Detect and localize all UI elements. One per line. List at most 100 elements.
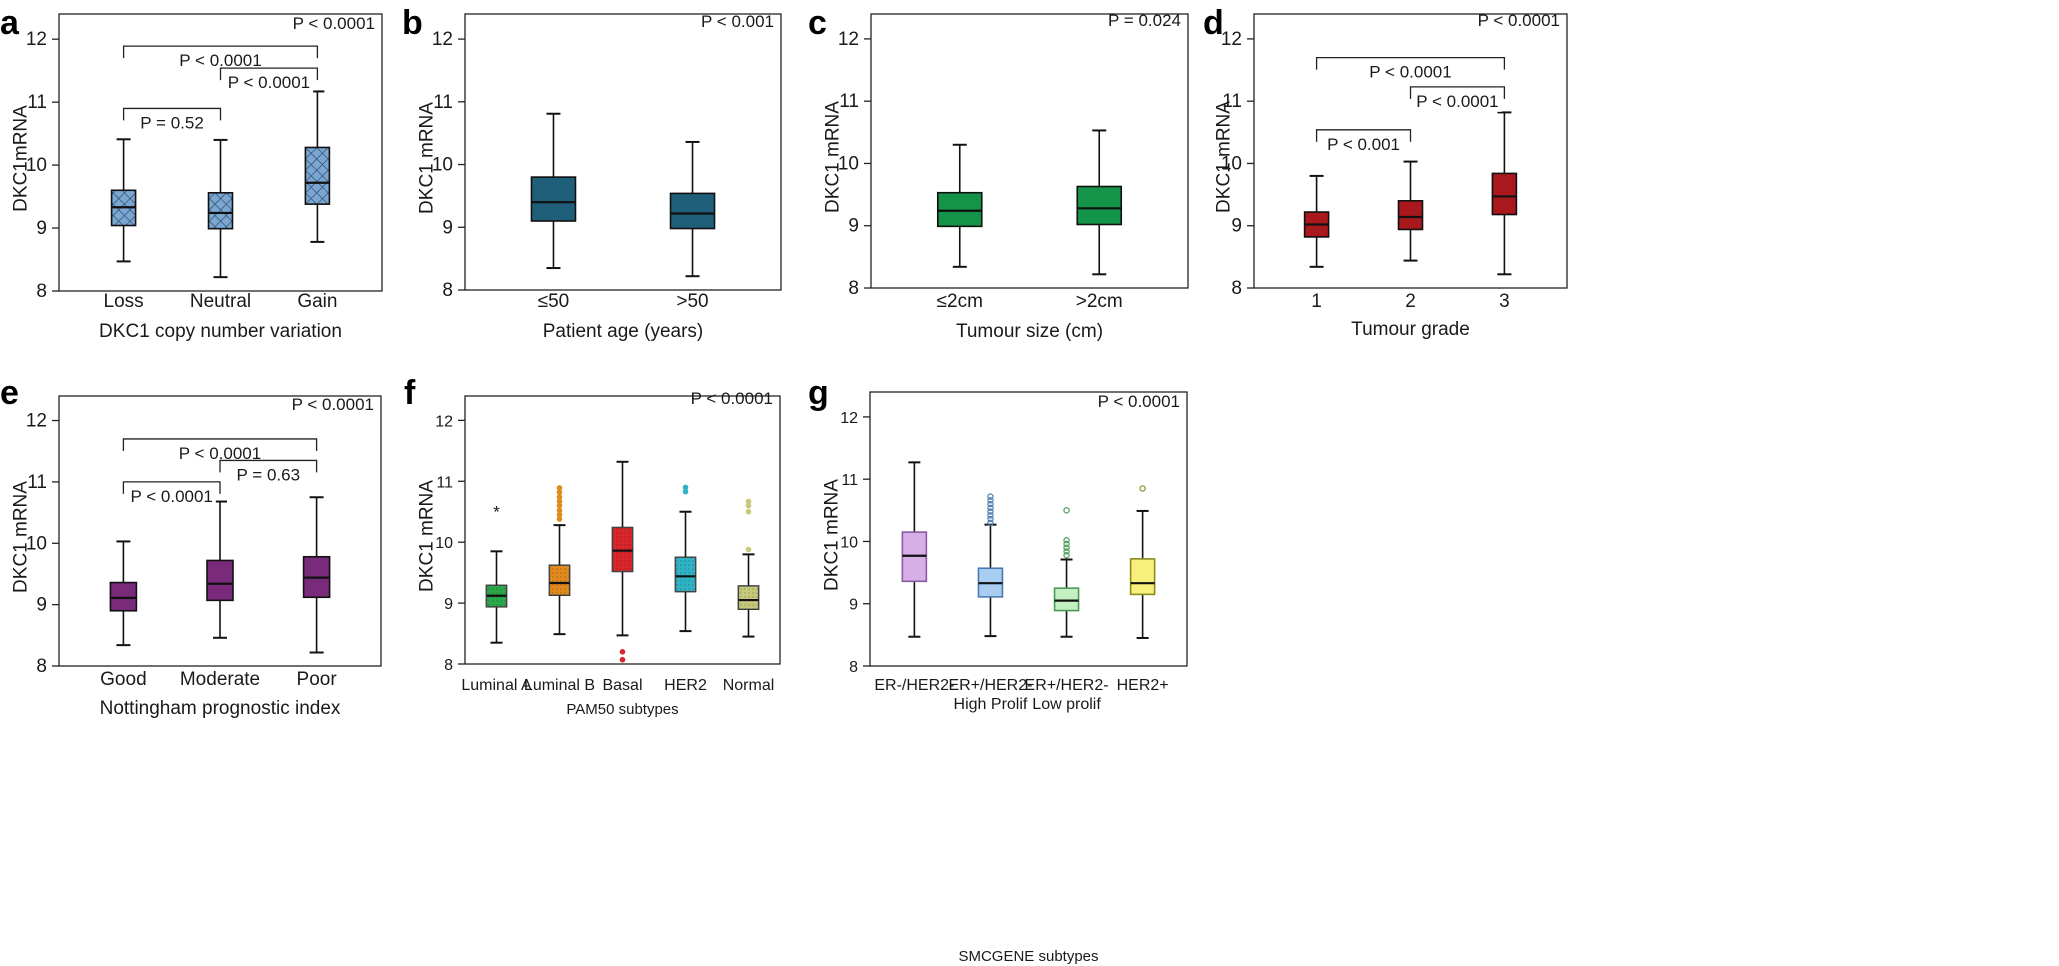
iqr-box: [530, 176, 577, 222]
x-tick-label: ≤50: [538, 291, 570, 312]
overall-p-value: P < 0.0001: [292, 395, 374, 414]
iqr-box: [207, 191, 234, 230]
bracket-line: [219, 459, 318, 473]
outlier-point: [1063, 537, 1070, 544]
comparison-bracket: P < 0.0001: [122, 45, 319, 72]
box-f-4: [737, 553, 760, 638]
bracket-p-value: P = 0.63: [237, 465, 301, 484]
bracket-p-value: P < 0.0001: [1369, 63, 1451, 82]
overall-p-value: P < 0.0001: [293, 14, 375, 33]
plot-frame: [464, 13, 782, 291]
comparison-bracket: P = 0.63: [219, 459, 318, 486]
x-tick-label: Moderate: [180, 669, 260, 690]
plot-frame: [58, 395, 382, 667]
iqr-box: [1397, 200, 1424, 231]
iqr-box: [304, 146, 331, 205]
comparison-bracket: P < 0.0001: [122, 481, 221, 507]
plot-frame: [870, 13, 1189, 289]
y-tick-label: 11: [436, 474, 453, 491]
panel-c: c 8 9 10 11 12 DKC1 mRNA P = 0.024 ≤2cm >2cm Tumou…: [808, 4, 1189, 342]
plot-frame: [869, 391, 1188, 667]
box-b-1: [669, 140, 716, 278]
box-g-3: [1129, 509, 1156, 639]
y-tick-label: 8: [848, 278, 859, 299]
outlier-point: [1063, 544, 1070, 551]
comparison-bracket: P < 0.0001: [1409, 86, 1506, 112]
comparison-bracket: P < 0.001: [1315, 129, 1412, 155]
bracket-line: [219, 67, 319, 81]
x-tick-label: Gain: [297, 291, 337, 312]
x-tick-label: Basal: [602, 677, 642, 694]
bracket-line: [1409, 86, 1506, 99]
x-tick-label: Low prolif: [1032, 696, 1101, 713]
box-f-1: [548, 524, 571, 636]
y-tick-label: 11: [27, 472, 47, 493]
box-e-2: [302, 496, 331, 654]
bracket-label-bg: [127, 485, 216, 507]
outlier-point: [987, 512, 994, 519]
y-tick-label: 11: [433, 92, 453, 113]
outlier-point: [745, 498, 752, 505]
bracket-line: [122, 45, 319, 59]
y-tick-label: 9: [442, 217, 453, 238]
y-tick-label: 11: [841, 472, 858, 489]
outlier-point: [1063, 551, 1070, 559]
x-tick-label: >2cm: [1076, 291, 1123, 312]
x-axis-label: SMCGENE subtypes: [958, 948, 1098, 965]
outlier-point: [987, 493, 994, 500]
box-f-3: [674, 510, 697, 633]
y-axis-label: DKC1 mRNA: [823, 101, 844, 213]
x-tick-label: HER2+: [1117, 677, 1169, 694]
comparison-bracket: P < 0.0001: [1315, 56, 1506, 83]
panel-letter: d: [1203, 4, 1224, 42]
y-tick-label: 11: [839, 91, 859, 112]
outlier-point: [619, 649, 626, 655]
y-tick-label: 8: [849, 659, 858, 676]
outlier-point: [987, 508, 994, 515]
y-tick-label: 9: [848, 216, 859, 237]
y-axis-label: DKC1 mRNA: [417, 102, 438, 214]
y-tick-label: 10: [26, 155, 47, 176]
overall-p-value: P < 0.0001: [1478, 11, 1560, 30]
outlier-point: [987, 519, 994, 526]
overall-p-value: P = 0.024: [1108, 11, 1181, 30]
outlier-point: [1063, 540, 1070, 548]
overall-p-value: P < 0.0001: [691, 389, 773, 408]
x-axis-label: Patient age (years): [543, 321, 704, 342]
iqr-box: [1129, 558, 1156, 596]
box-f-2: [611, 460, 634, 637]
comparison-bracket: P < 0.0001: [219, 67, 319, 94]
outlier-point: [987, 504, 994, 512]
x-tick-label: 1: [1311, 291, 1322, 312]
plot-frame: [58, 13, 383, 292]
bracket-p-value: P < 0.0001: [179, 51, 261, 70]
y-tick-label: 11: [27, 92, 47, 113]
x-tick-label: Normal: [723, 677, 775, 694]
box-g-1: [977, 523, 1004, 638]
y-tick-label: 8: [1231, 278, 1242, 299]
x-tick-label: >50: [676, 291, 708, 312]
y-tick-label: 12: [1221, 29, 1242, 50]
x-tick-label: ER+/HER2-: [1025, 677, 1109, 694]
y-tick-label: 10: [432, 155, 453, 176]
x-tick-label: Good: [100, 669, 146, 690]
outlier-point: [556, 494, 563, 500]
box-g-2: [1053, 558, 1080, 638]
outlier-point: [619, 656, 626, 663]
box-a-1: [207, 138, 234, 279]
x-axis-label: PAM50 subtypes: [566, 701, 678, 718]
panel-b: b 8 9 10 11 12 DKC1 mRNA P < 0.001 ≤50 >50 Patient…: [402, 4, 782, 342]
panel-letter: b: [402, 4, 423, 42]
plot-frame: [464, 395, 781, 665]
box-e-1: [206, 500, 234, 639]
bracket-label-bg: [1413, 90, 1502, 112]
bracket-p-value: P < 0.0001: [179, 444, 261, 463]
bracket-label-bg: [1366, 61, 1455, 83]
outlier-point: [745, 546, 752, 553]
y-axis-label: DKC1 mRNA: [822, 479, 843, 591]
box-g-0: [901, 461, 928, 638]
outlier-point: [1139, 485, 1146, 492]
box-f-0: [485, 550, 508, 644]
